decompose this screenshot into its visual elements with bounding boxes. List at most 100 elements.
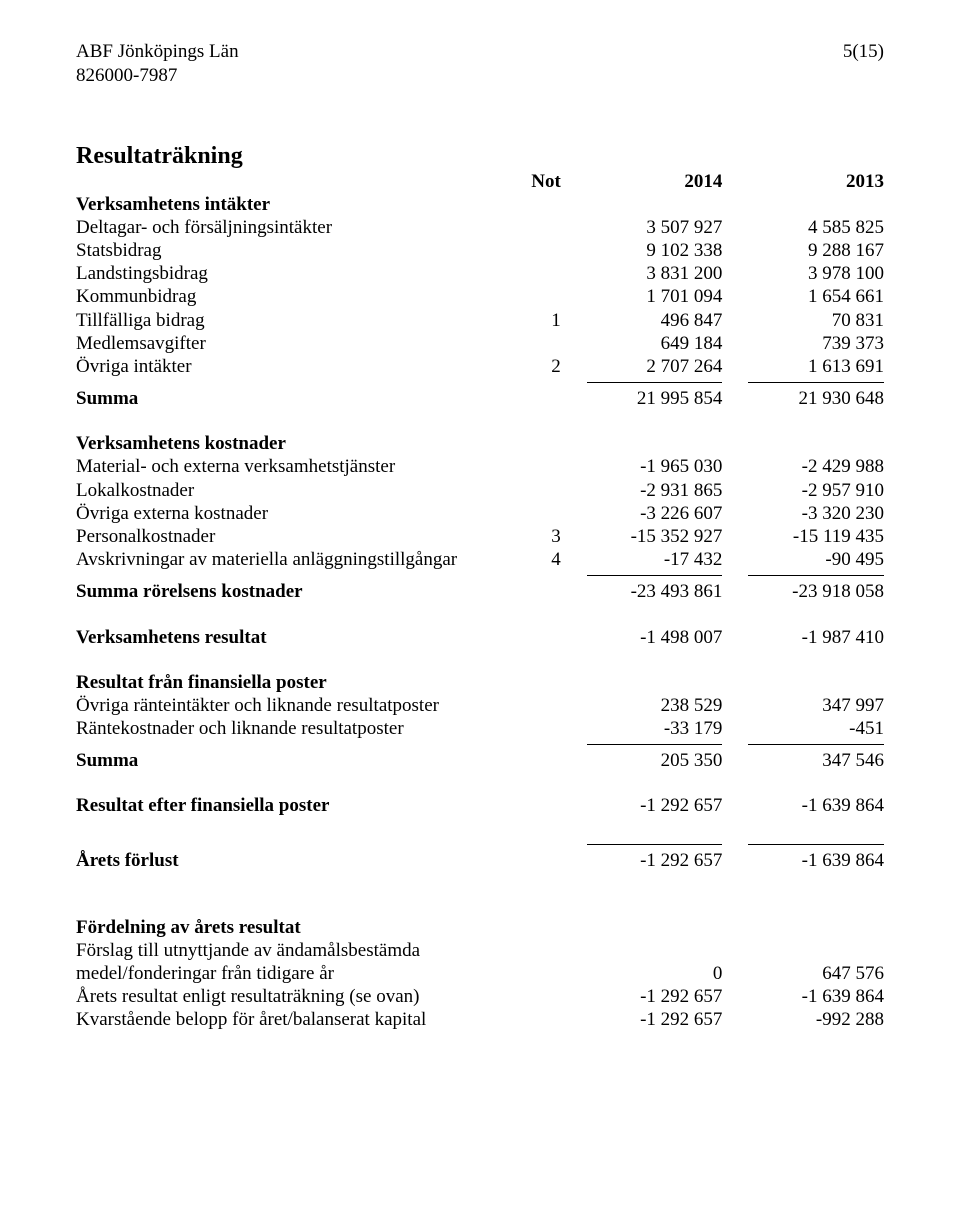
row-y2: 347 997 [722,694,884,717]
column-headers-row: Resultaträkning Not 2014 2013 [76,88,884,193]
result-label: Verksamhetens resultat [76,626,512,649]
summa-y2: -23 918 058 [722,580,884,603]
divider [748,744,884,745]
table-row: Tillfälliga bidrag 1 496 847 70 831 [76,309,884,332]
org-number: 826000-7987 [76,64,884,88]
table-row: Statsbidrag 9 102 338 9 288 167 [76,239,884,262]
row-y1: -2 931 865 [561,479,723,502]
row-y2: 4 585 825 [722,216,884,239]
row-y1: 0 [561,962,723,985]
result-row: Årets förlust -1 292 657 -1 639 864 [76,849,884,872]
row-label: Landstingsbidrag [76,262,512,285]
result-y2: -1 639 864 [722,794,884,817]
row-label: Medlemsavgifter [76,332,512,355]
row-y2: 9 288 167 [722,239,884,262]
row-y1: 3 831 200 [561,262,723,285]
result-y2: -1 639 864 [722,849,884,872]
row-y1: -1 292 657 [561,1008,723,1031]
row-not: 2 [512,355,560,378]
row-y1: 1 701 094 [561,285,723,308]
page-number: 5(15) [843,40,884,64]
table-row: Övriga intäkter 2 2 707 264 1 613 691 [76,355,884,378]
row-y1: -33 179 [561,717,723,740]
summa-label: Summa [76,387,512,410]
org-name: ABF Jönköpings Län [76,40,239,64]
summa-y1: -23 493 861 [561,580,723,603]
row-y2: -15 119 435 [722,525,884,548]
row-not [512,332,560,355]
row-y2: -451 [722,717,884,740]
table-row: Lokalkostnader -2 931 865 -2 957 910 [76,479,884,502]
summa-row: Summa 21 995 854 21 930 648 [76,387,884,410]
row-y2: 3 978 100 [722,262,884,285]
table-row: Material- och externa verksamhetstjänste… [76,455,884,478]
section-heading-row: Resultat från finansiella poster [76,671,884,694]
result-y2: -1 987 410 [722,626,884,649]
row-y1: -17 432 [561,548,723,571]
result-y1: -1 498 007 [561,626,723,649]
row-not [512,479,560,502]
row-not: 3 [512,525,560,548]
table-row: Kvarstående belopp för året/balanserat k… [76,1008,884,1031]
result-label: Årets förlust [76,849,512,872]
row-label: Förslag till utnyttjande av ändamålsbest… [76,939,512,962]
row-y2: -2 957 910 [722,479,884,502]
row-not [512,216,560,239]
rule-row [76,740,884,749]
row-label: Kvarstående belopp för året/balanserat k… [76,1008,512,1031]
result-row: Resultat efter finansiella poster -1 292… [76,794,884,817]
row-y1: -1 292 657 [561,985,723,1008]
summa-y2: 347 546 [722,749,884,772]
row-y2: -90 495 [722,548,884,571]
row-label: Avskrivningar av materiella anläggningst… [76,548,512,571]
section-heading: Fördelning av årets resultat [76,916,512,939]
row-label: Lokalkostnader [76,479,512,502]
row-y1: 238 529 [561,694,723,717]
row-not [512,502,560,525]
income-statement-table: Resultaträkning Not 2014 2013 Verksamhet… [76,88,884,1032]
row-y2: -3 320 230 [722,502,884,525]
rule-row [76,840,884,849]
section-heading-row: Verksamhetens kostnader [76,432,884,455]
divider [587,744,723,745]
table-row: Kommunbidrag 1 701 094 1 654 661 [76,285,884,308]
summa-y2: 21 930 648 [722,387,884,410]
row-label: Övriga intäkter [76,355,512,378]
divider [748,382,884,383]
table-row: Landstingsbidrag 3 831 200 3 978 100 [76,262,884,285]
section-heading: Resultat från finansiella poster [76,671,512,694]
summa-label: Summa rörelsens kostnader [76,580,512,603]
summa-y1: 21 995 854 [561,387,723,410]
row-label: Material- och externa verksamhetstjänste… [76,455,512,478]
divider [587,382,723,383]
row-y1: -3 226 607 [561,502,723,525]
row-label: Deltagar- och försäljningsintäkter [76,216,512,239]
row-y2: 1 654 661 [722,285,884,308]
summa-row: Summa rörelsens kostnader -23 493 861 -2… [76,580,884,603]
table-row: Förslag till utnyttjande av ändamålsbest… [76,939,884,962]
result-label: Resultat efter finansiella poster [76,794,512,817]
table-row: Deltagar- och försäljningsintäkter 3 507… [76,216,884,239]
row-not: 1 [512,309,560,332]
col-header-year1: 2014 [561,88,723,193]
row-y1: 9 102 338 [561,239,723,262]
row-not [512,262,560,285]
divider [748,844,884,845]
summa-row: Summa 205 350 347 546 [76,749,884,772]
row-y2: 1 613 691 [722,355,884,378]
divider [748,575,884,576]
row-label: Tillfälliga bidrag [76,309,512,332]
row-label: Övriga ränteintäkter och liknande result… [76,694,512,717]
page: ABF Jönköpings Län 5(15) 826000-7987 Res… [0,0,960,1207]
row-not [512,285,560,308]
section-heading-row: Fördelning av årets resultat [76,916,884,939]
table-row: Årets resultat enligt resultaträkning (s… [76,985,884,1008]
table-row: Räntekostnader och liknande resultatpost… [76,717,884,740]
row-y1: -15 352 927 [561,525,723,548]
result-row: Verksamhetens resultat -1 498 007 -1 987… [76,626,884,649]
row-label: Statsbidrag [76,239,512,262]
row-y2: -1 639 864 [722,985,884,1008]
row-y1: 496 847 [561,309,723,332]
rule-row [76,571,884,580]
row-label: Räntekostnader och liknande resultatpost… [76,717,512,740]
